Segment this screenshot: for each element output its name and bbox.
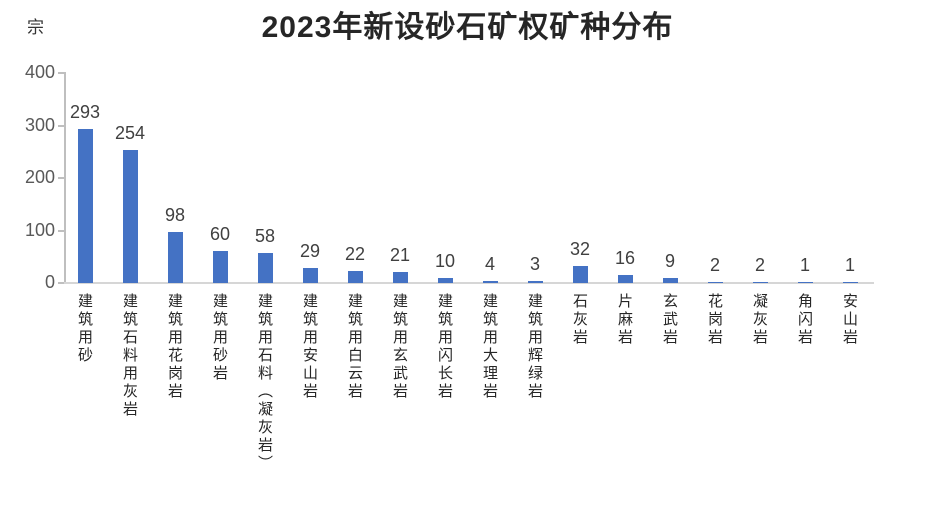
bar <box>617 275 633 283</box>
bar-value-label: 2 <box>709 255 720 275</box>
bar-category-label: 建筑石料用灰岩 <box>121 293 138 419</box>
bar-value-label: 22 <box>344 244 366 264</box>
bar-value-label: 254 <box>114 123 146 143</box>
bar-category-label: 建筑用大理岩 <box>481 293 498 401</box>
bar-value-label: 9 <box>664 251 675 271</box>
bar-value-label: 4 <box>484 254 495 274</box>
bar-category-label: 建筑用闪长岩 <box>436 293 453 401</box>
bar-value-label: 16 <box>614 248 636 268</box>
y-axis-tick <box>58 124 64 127</box>
bar-value-label: 21 <box>389 245 411 265</box>
bar-category-label: 建筑用砂 <box>76 293 93 365</box>
bar-value-label: 98 <box>164 205 186 225</box>
bar-category-label: 凝灰岩 <box>751 293 768 347</box>
y-axis-tick-label: 0 <box>44 272 55 292</box>
bar-value-label: 58 <box>254 226 276 246</box>
bar <box>842 282 858 283</box>
bar-category-label: 石灰岩 <box>571 293 588 347</box>
y-axis-unit-label: 宗 <box>27 18 44 37</box>
y-axis-tick-label: 300 <box>24 114 55 135</box>
bar <box>302 268 318 283</box>
bar-category-label: 建筑用石料（凝灰岩） <box>256 293 273 473</box>
bar <box>212 251 228 283</box>
bar <box>797 282 813 283</box>
bar-category-label: 建筑用白云岩 <box>346 293 363 401</box>
bar-value-label: 3 <box>529 254 540 274</box>
bar-category-label: 角闪岩 <box>796 293 813 347</box>
y-axis-tick <box>58 282 64 284</box>
bar-category-label: 建筑用玄武岩 <box>391 293 408 401</box>
bar-category-label: 安山岩 <box>841 293 858 347</box>
y-axis-tick-label: 400 <box>24 62 55 82</box>
bar-value-label: 1 <box>844 255 855 275</box>
bar <box>707 282 723 283</box>
bar-category-label: 建筑用辉绿岩 <box>526 293 543 401</box>
bar-value-label: 293 <box>69 102 101 122</box>
bar <box>77 129 93 283</box>
bar <box>572 266 588 283</box>
bar <box>122 150 138 283</box>
bar-value-label: 29 <box>299 241 321 261</box>
bar-category-label: 建筑用安山岩 <box>301 293 318 401</box>
bar-category-label: 片麻岩 <box>616 293 633 347</box>
bar <box>752 282 768 283</box>
bar <box>392 272 408 283</box>
bar-value-label: 1 <box>799 255 810 275</box>
y-axis-tick-label: 100 <box>24 219 55 240</box>
bar-category-label: 花岗岩 <box>706 293 723 347</box>
bar-value-label: 60 <box>209 224 231 244</box>
y-axis-tick <box>58 72 64 74</box>
y-axis-tick <box>58 229 64 232</box>
bar-value-label: 2 <box>754 255 765 275</box>
y-axis-tick <box>58 177 64 179</box>
bar-category-label: 玄武岩 <box>661 293 678 347</box>
y-axis-line <box>64 72 66 284</box>
y-axis-tick-label: 200 <box>24 167 55 187</box>
bar-category-label: 建筑用砂岩 <box>211 293 228 383</box>
chart-title: 2023年新设砂石矿权矿种分布 <box>261 11 674 44</box>
bar <box>527 281 543 283</box>
bar <box>167 232 183 283</box>
bar <box>347 271 363 283</box>
bar-value-label: 10 <box>434 251 456 271</box>
x-axis-line <box>64 282 874 284</box>
bar-value-label: 32 <box>569 239 591 259</box>
bar <box>437 278 453 283</box>
bar <box>662 278 678 283</box>
bar <box>482 281 498 283</box>
bar <box>257 253 273 283</box>
bar-category-label: 建筑用花岗岩 <box>166 293 183 401</box>
